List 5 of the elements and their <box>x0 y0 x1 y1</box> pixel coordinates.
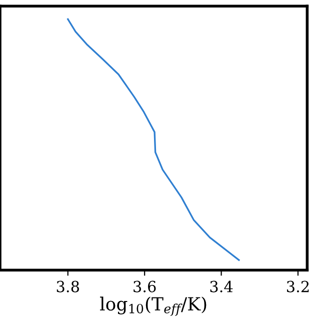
x-tick-label: 3.8 <box>56 280 80 292</box>
x-tick-label: 3.6 <box>134 280 156 292</box>
x-tick-label: 3.2 <box>287 280 309 292</box>
x-axis-title: log$_{10}$(T$_{eff}$/K) <box>100 296 206 316</box>
x-tick-label: 3.4 <box>210 280 233 292</box>
